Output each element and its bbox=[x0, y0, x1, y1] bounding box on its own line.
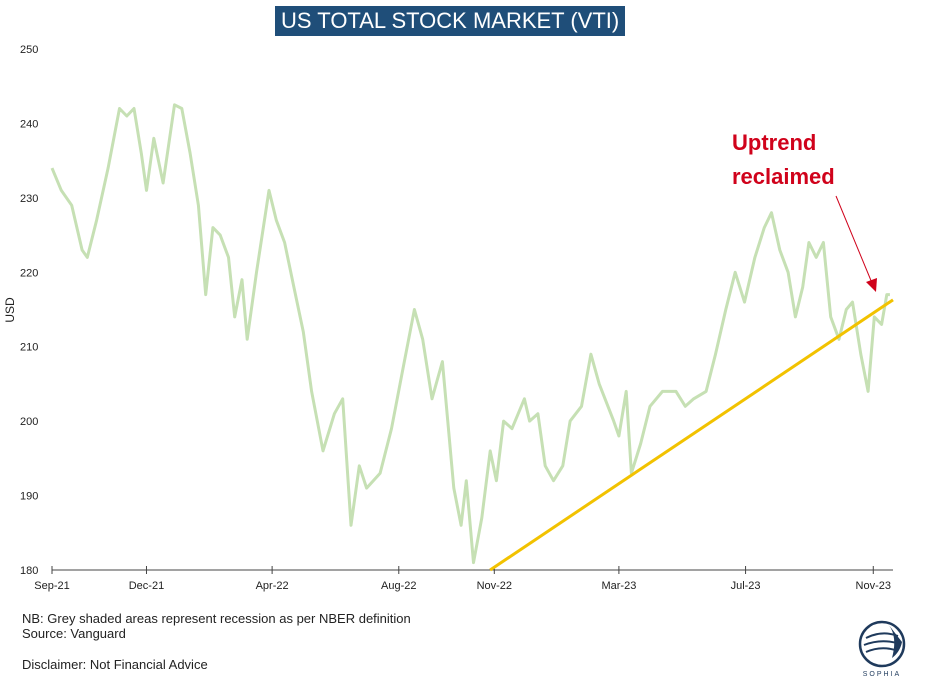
sophia-globe-icon: SOPHIA bbox=[858, 620, 906, 678]
series-layer bbox=[50, 103, 890, 565]
x-tick-label: Sep-21 bbox=[34, 580, 69, 592]
y-tick-label: 190 bbox=[20, 491, 38, 503]
logo-text: SOPHIA bbox=[863, 671, 901, 678]
x-axis: Sep-21 Dec-21 Apr-22 Aug-22 Nov-22 Mar-23 Jul-… bbox=[34, 566, 893, 592]
y-axis: 180 190 200 210 220 230 240 250 bbox=[20, 44, 38, 577]
annotation-line-1: Uptrend bbox=[732, 130, 816, 155]
annotation-arrow bbox=[835, 195, 873, 284]
x-tick-label: Nov-22 bbox=[477, 580, 512, 592]
x-tick-label: Nov-23 bbox=[856, 580, 891, 592]
x-tick-label: Jul-23 bbox=[731, 580, 761, 592]
y-tick-label: 200 bbox=[20, 416, 38, 428]
chart-title: US TOTAL STOCK MARKET (VTI) bbox=[275, 6, 626, 36]
annotation-layer: Uptrend reclaimed bbox=[732, 130, 877, 292]
x-tick-label: Mar-23 bbox=[601, 580, 636, 592]
annotation-line-2: reclaimed bbox=[732, 164, 835, 189]
x-tick-label: Apr-22 bbox=[256, 580, 289, 592]
y-tick-label: 220 bbox=[20, 267, 38, 279]
source-note: Source: Vanguard bbox=[22, 626, 126, 641]
x-tick-label: Dec-21 bbox=[129, 580, 164, 592]
vti-price-line bbox=[50, 103, 890, 565]
y-tick-label: 230 bbox=[20, 193, 38, 205]
annotation-arrowhead bbox=[866, 278, 877, 292]
y-axis-label: USD bbox=[3, 297, 17, 323]
recession-note: NB: Grey shaded areas represent recessio… bbox=[22, 611, 411, 626]
uptrend-line bbox=[489, 298, 894, 572]
y-tick-label: 240 bbox=[20, 118, 38, 130]
y-tick-label: 250 bbox=[20, 44, 38, 56]
trendline-layer bbox=[489, 298, 894, 572]
disclaimer-note: Disclaimer: Not Financial Advice bbox=[22, 657, 208, 672]
y-tick-label: 210 bbox=[20, 342, 38, 354]
y-tick-label: 180 bbox=[20, 565, 38, 577]
x-tick-label: Aug-22 bbox=[381, 580, 416, 592]
